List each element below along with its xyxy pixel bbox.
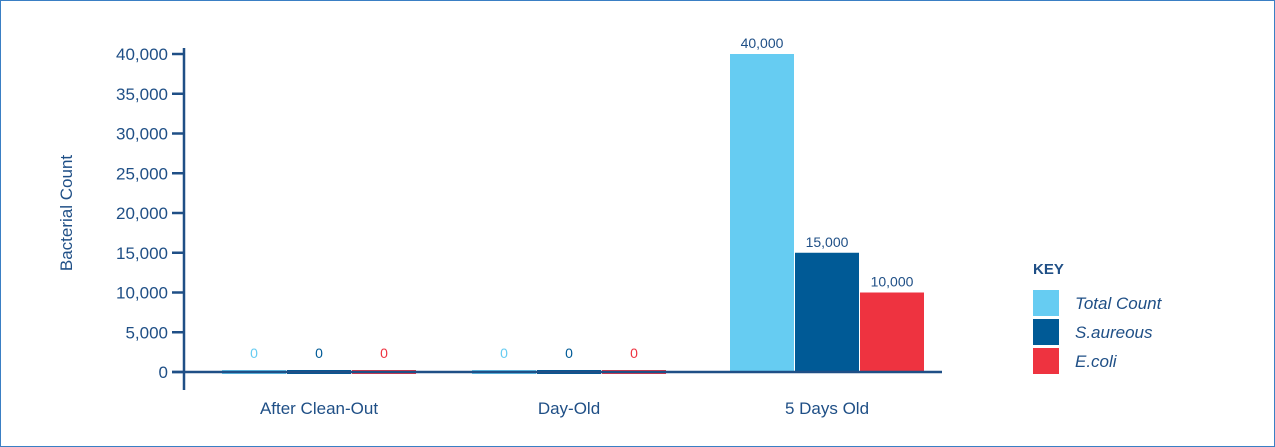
data-label: 15,000 — [806, 234, 849, 250]
legend-label: S.aureous — [1075, 323, 1153, 342]
data-label: 10,000 — [871, 274, 914, 290]
legend-swatch — [1033, 290, 1059, 316]
data-label: 0 — [500, 345, 508, 361]
data-label: 0 — [315, 345, 323, 361]
legend: KEY Total Count S.aureous E.coli — [1033, 261, 1163, 374]
y-tick-label: 40,000 — [116, 45, 168, 64]
legend-label: Total Count — [1075, 294, 1163, 313]
category-label: 5 Days Old — [785, 399, 869, 418]
data-label: 0 — [380, 345, 388, 361]
y-tick-label: 30,000 — [116, 125, 168, 144]
category-label: Day-Old — [538, 399, 600, 418]
y-tick-label: 5,000 — [125, 323, 168, 342]
y-tick-label: 25,000 — [116, 164, 168, 183]
legend-swatch — [1033, 348, 1059, 374]
y-tick-label: 15,000 — [116, 244, 168, 263]
bars — [222, 54, 924, 374]
y-axis-label: Bacterial Count — [57, 155, 76, 272]
legend-label: E.coli — [1075, 352, 1118, 371]
legend-swatch — [1033, 319, 1059, 345]
bar — [860, 292, 924, 372]
y-tick-label: 0 — [159, 363, 168, 382]
x-axis: After Clean-Out Day-Old 5 Days Old — [172, 370, 942, 418]
bar — [730, 54, 794, 372]
category-label: After Clean-Out — [260, 399, 378, 418]
data-label: 40,000 — [741, 35, 784, 51]
y-tick-label: 20,000 — [116, 204, 168, 223]
data-label: 0 — [565, 345, 573, 361]
bar — [795, 252, 859, 372]
y-tick-label: 35,000 — [116, 85, 168, 104]
data-labels: 0 0 0 0 0 0 40,000 15,000 10,000 — [250, 35, 914, 361]
data-label: 0 — [250, 345, 258, 361]
data-label: 0 — [630, 345, 638, 361]
y-tick-label: 10,000 — [116, 284, 168, 303]
y-axis: 0 5,000 10,000 15,000 20,000 25,000 30,000 35,0… — [116, 45, 186, 390]
legend-title: KEY — [1033, 261, 1064, 278]
